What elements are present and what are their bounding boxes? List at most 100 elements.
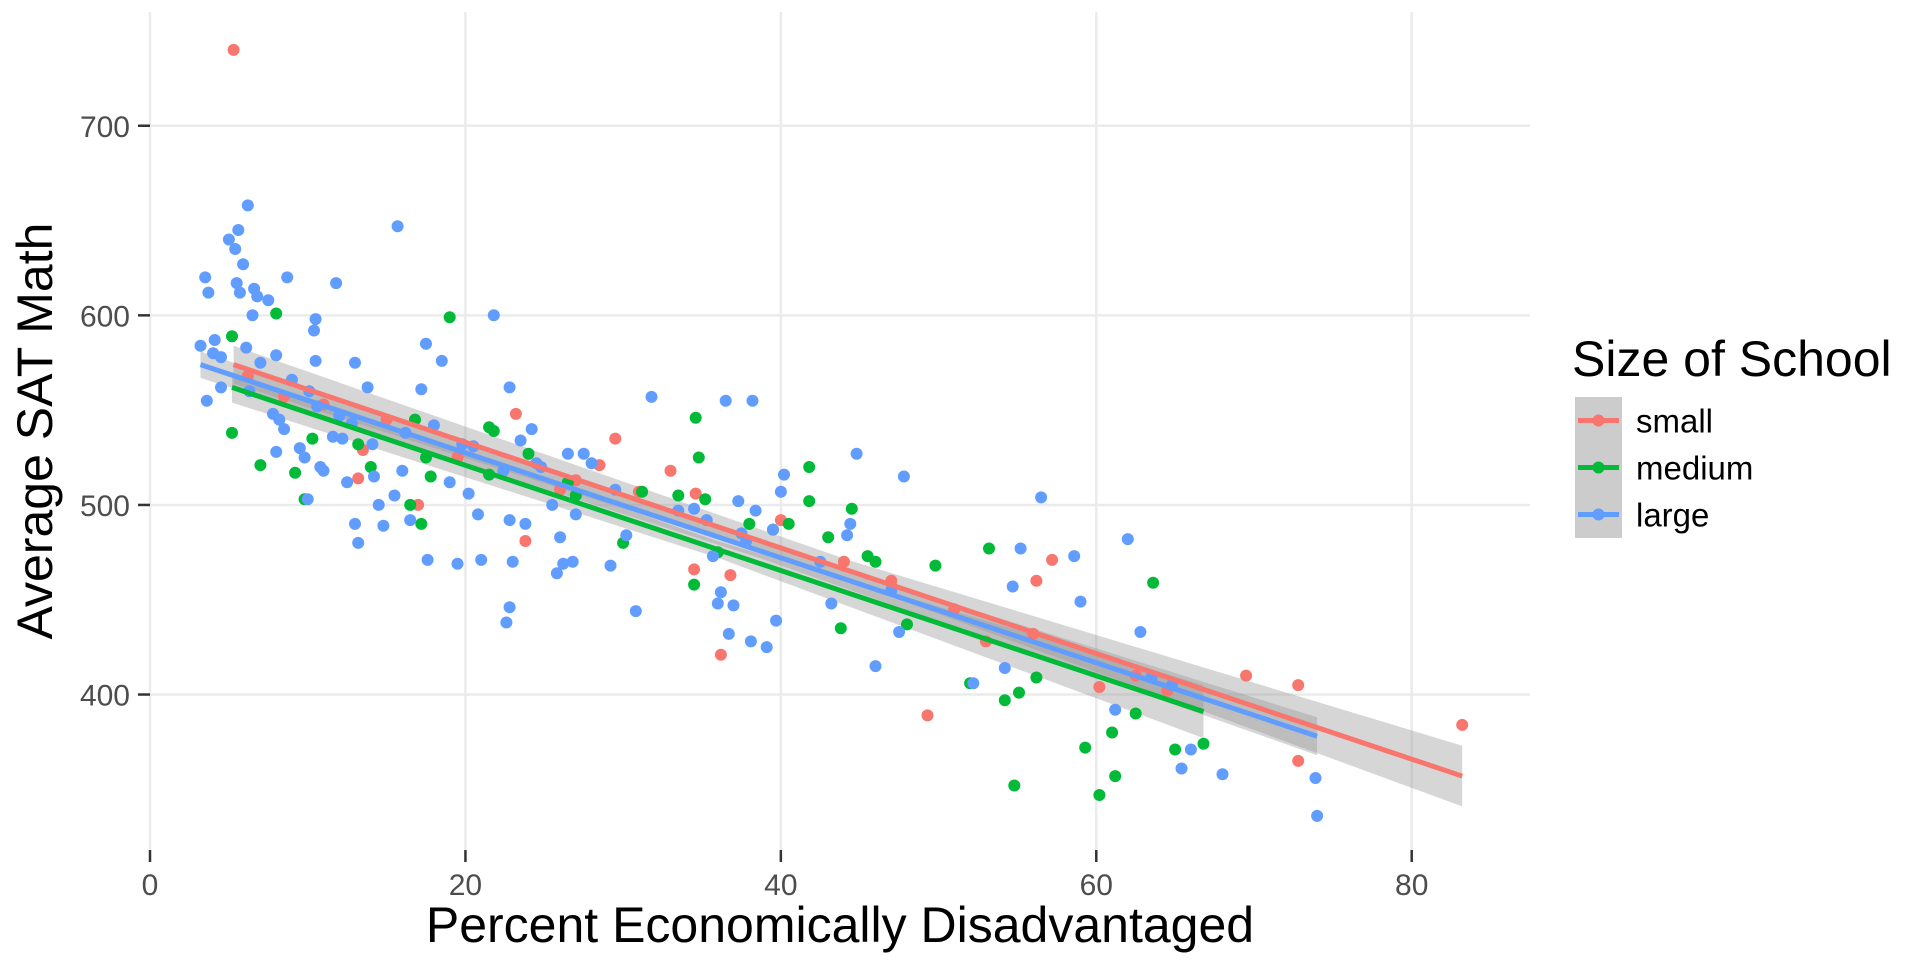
point-medium (901, 618, 913, 631)
point-large (620, 529, 633, 542)
point-medium (845, 502, 858, 515)
point-large (629, 605, 642, 618)
point-medium (404, 498, 417, 511)
point-large (525, 423, 538, 436)
point-medium (636, 485, 649, 498)
x-tick-label: 60 (1080, 869, 1113, 902)
point-large (503, 381, 516, 394)
point-large (825, 597, 838, 610)
point-large (967, 677, 980, 690)
point-large (1074, 595, 1087, 608)
point-large (1109, 703, 1122, 716)
point-large (317, 464, 330, 477)
point-large (330, 277, 343, 290)
fit-line-large (199, 362, 1318, 739)
point-large (1068, 550, 1081, 563)
point-large (767, 523, 779, 536)
point-large (844, 517, 857, 530)
point-large (200, 394, 213, 407)
point-large (732, 495, 745, 508)
point-large (1121, 533, 1134, 546)
point-large (215, 381, 227, 394)
x-tick-label: 20 (449, 869, 482, 902)
point-large (604, 559, 617, 572)
point-large (254, 356, 267, 369)
point-medium (688, 578, 701, 591)
point-medium (1079, 741, 1092, 754)
point-large (251, 290, 264, 303)
point-medium (834, 622, 847, 635)
legend-title: Size of School (1572, 331, 1892, 387)
point-large (774, 485, 787, 498)
y-tick-label: 700 (80, 111, 130, 144)
point-large (760, 641, 773, 654)
point-medium (1109, 770, 1122, 783)
point-small (1240, 669, 1253, 682)
point-large (722, 627, 735, 640)
regression-lines (199, 362, 1463, 779)
point-large (341, 476, 354, 489)
legend-label-small: small (1636, 403, 1713, 440)
data-points (194, 43, 1469, 822)
x-tick-label: 0 (142, 869, 159, 902)
point-large (246, 309, 259, 322)
point-medium (226, 426, 238, 439)
point-large (421, 553, 434, 566)
point-large (503, 601, 516, 614)
point-large (222, 233, 235, 246)
point-small (519, 535, 532, 547)
point-large (281, 271, 294, 284)
point-large (462, 487, 475, 500)
point-large (998, 662, 1011, 674)
point-large (278, 423, 291, 436)
point-small (689, 487, 702, 500)
point-medium (424, 470, 437, 483)
legend-label-large: large (1636, 497, 1709, 534)
point-large (241, 199, 254, 212)
point-small (1456, 718, 1469, 731)
point-large (688, 502, 701, 515)
point-large (388, 489, 401, 502)
point-large (719, 394, 732, 407)
point-large (215, 351, 227, 364)
point-large (435, 354, 448, 367)
point-large (554, 531, 567, 544)
point-large (443, 476, 456, 489)
point-medium (364, 461, 377, 473)
point-large (550, 567, 563, 580)
point-medium (782, 517, 795, 530)
point-large (1134, 626, 1147, 638)
point-medium (289, 466, 302, 479)
point-large (778, 468, 790, 481)
point-large (233, 286, 246, 299)
point-large (487, 309, 500, 322)
point-small (921, 709, 934, 722)
point-large (503, 514, 516, 527)
point-small (609, 432, 622, 445)
point-small (1093, 681, 1106, 693)
point-large (727, 599, 740, 612)
point-medium (699, 493, 712, 506)
point-medium (1129, 707, 1142, 720)
point-medium (443, 311, 456, 324)
point-medium (483, 421, 496, 434)
point-large (514, 434, 527, 447)
point-large (270, 349, 283, 362)
point-large (561, 447, 574, 460)
point-large (372, 498, 385, 511)
point-small (688, 563, 701, 576)
point-small (837, 555, 850, 568)
point-large (326, 430, 339, 443)
point-large (519, 517, 532, 530)
point-large (298, 451, 311, 464)
point-medium (1008, 779, 1021, 792)
point-large (202, 286, 215, 299)
point-medium (672, 489, 685, 502)
fit-line-small (232, 362, 1463, 779)
point-large (308, 324, 320, 337)
point-large (869, 660, 882, 673)
point-medium (929, 559, 942, 572)
legend-key-point (1592, 508, 1605, 521)
